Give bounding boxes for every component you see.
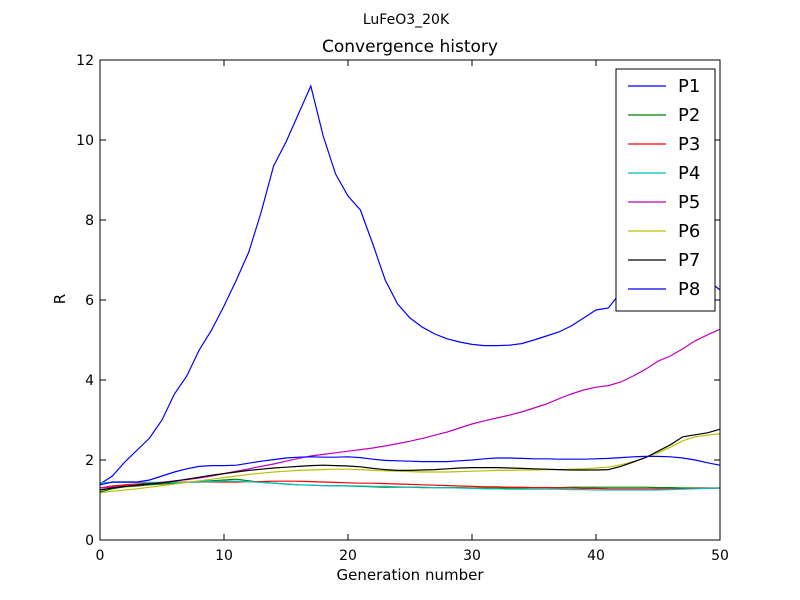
x-tick-label: 50 — [711, 548, 729, 564]
x-tick-label: 20 — [339, 548, 357, 564]
legend-label-p4: P4 — [678, 163, 700, 184]
chart-title: Convergence history — [322, 37, 498, 57]
figure-suptitle: LuFeO3_20K — [363, 12, 450, 28]
legend-label-p6: P6 — [678, 221, 700, 242]
y-tick-label: 8 — [85, 213, 94, 229]
legend-box — [615, 68, 716, 312]
series-line-p7 — [99, 428, 721, 491]
series-line-p5 — [99, 328, 721, 489]
series-line-p8 — [99, 455, 721, 486]
legend-label-p3: P3 — [678, 134, 700, 155]
y-axis-label: R — [51, 294, 69, 304]
legend-label-p1: P1 — [678, 76, 700, 97]
legend-label-p5: P5 — [678, 192, 700, 213]
legend-label-p2: P2 — [678, 105, 700, 126]
y-tick-label: 12 — [76, 53, 94, 69]
x-tick-label: 40 — [587, 548, 605, 564]
x-tick-label: 10 — [215, 548, 233, 564]
series-line-p4 — [99, 480, 721, 491]
legend-label-p7: P7 — [678, 250, 700, 271]
series-group — [99, 84, 721, 494]
y-tick-label: 6 — [85, 293, 94, 309]
x-tick-label: 30 — [463, 548, 481, 564]
y-tick-label: 2 — [85, 453, 94, 469]
x-tick-label: 0 — [96, 548, 105, 564]
legend: P1 P2 P3 P4 P5 P6 P7 P8 — [615, 68, 716, 312]
series-line-p6 — [99, 433, 721, 494]
y-tick-label: 0 — [85, 533, 94, 549]
y-tick-label: 10 — [76, 133, 94, 149]
plot-frame — [99, 59, 721, 541]
y-tick-label: 4 — [85, 373, 94, 389]
x-axis-label: Generation number — [337, 566, 485, 584]
legend-label-p8: P8 — [678, 279, 700, 300]
